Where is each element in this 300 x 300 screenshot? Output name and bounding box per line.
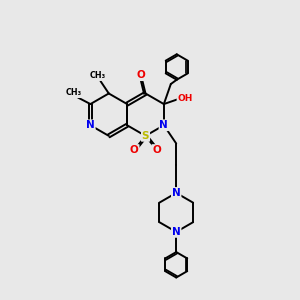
Text: O: O	[152, 145, 161, 155]
Text: CH₃: CH₃	[90, 71, 106, 80]
Text: O: O	[130, 145, 139, 155]
Text: S: S	[142, 131, 149, 141]
Text: O: O	[137, 70, 146, 80]
Text: N: N	[86, 120, 95, 130]
Text: CH₃: CH₃	[66, 88, 82, 98]
Text: N: N	[172, 227, 181, 237]
Text: OH: OH	[177, 94, 193, 103]
Text: N: N	[172, 188, 181, 198]
Text: N: N	[160, 120, 168, 130]
